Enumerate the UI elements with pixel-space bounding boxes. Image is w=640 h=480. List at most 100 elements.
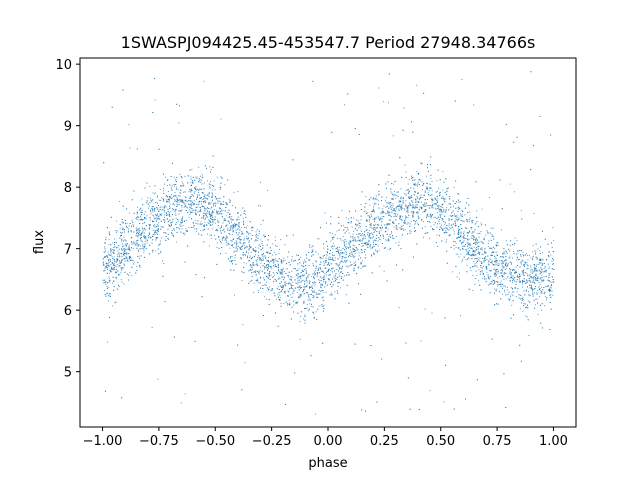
data-point: [225, 239, 227, 241]
data-point: [114, 230, 116, 232]
data-point: [154, 192, 156, 194]
data-point: [488, 261, 490, 263]
data-point: [476, 210, 478, 212]
data-point: [346, 260, 348, 261]
data-point: [449, 234, 451, 236]
data-point: [104, 267, 106, 269]
data-point: [219, 186, 221, 188]
data-point: [155, 237, 157, 239]
data-point: [341, 210, 343, 212]
data-point: [539, 284, 541, 286]
data-point: [379, 219, 381, 220]
data-point: [531, 269, 533, 270]
data-point: [505, 123, 507, 125]
data-point: [492, 251, 494, 252]
data-point: [345, 261, 347, 262]
data-point: [417, 222, 419, 224]
data-point: [539, 116, 541, 117]
data-point: [551, 290, 553, 292]
data-point: [317, 270, 319, 271]
data-point: [458, 208, 460, 210]
data-point: [304, 308, 306, 309]
data-point: [421, 220, 423, 221]
data-point: [108, 259, 109, 261]
data-point: [154, 210, 156, 212]
data-point: [535, 252, 536, 254]
data-point: [125, 248, 127, 250]
data-point: [412, 207, 414, 209]
data-point: [175, 222, 177, 224]
data-point: [527, 280, 529, 282]
data-point: [526, 264, 528, 266]
data-point: [509, 261, 511, 263]
data-point: [304, 315, 306, 317]
data-point: [150, 209, 152, 211]
data-point: [458, 230, 460, 232]
data-point: [536, 298, 538, 300]
data-point: [239, 249, 241, 250]
data-point: [497, 285, 499, 287]
data-point: [119, 254, 120, 256]
data-point: [413, 184, 415, 186]
data-point: [128, 253, 130, 255]
data-point: [274, 274, 276, 276]
data-point: [168, 224, 170, 226]
data-point: [175, 199, 177, 201]
data-point: [359, 233, 361, 235]
data-point: [522, 251, 524, 253]
data-point: [344, 275, 346, 277]
data-point: [322, 260, 324, 262]
data-point: [198, 190, 200, 191]
data-point: [237, 228, 239, 230]
data-point: [178, 195, 180, 196]
data-point: [112, 258, 114, 260]
data-point: [188, 216, 190, 218]
data-point: [478, 241, 480, 243]
data-point: [373, 244, 374, 246]
data-point: [229, 260, 231, 262]
data-point: [377, 200, 379, 202]
data-point: [165, 232, 167, 234]
data-point: [333, 236, 335, 238]
data-point: [474, 263, 476, 265]
data-point: [398, 223, 400, 225]
data-point: [368, 199, 370, 201]
data-point: [358, 225, 360, 227]
data-point: [519, 273, 521, 275]
data-point: [440, 224, 442, 226]
data-point: [365, 254, 367, 256]
data-point: [137, 230, 139, 232]
data-point: [435, 242, 437, 244]
data-point: [110, 263, 112, 265]
data-point: [167, 191, 169, 192]
data-point: [258, 205, 259, 207]
data-point: [439, 211, 441, 213]
data-point: [232, 224, 234, 226]
data-point: [547, 263, 549, 265]
data-point: [255, 246, 257, 248]
data-point: [331, 258, 333, 260]
data-point: [455, 218, 457, 220]
data-point: [126, 257, 128, 259]
data-point: [361, 249, 363, 251]
data-point: [393, 208, 395, 209]
data-point: [300, 311, 302, 313]
data-point: [212, 222, 214, 224]
data-point: [284, 259, 286, 261]
data-point: [302, 286, 304, 288]
data-point: [163, 232, 165, 234]
data-point: [522, 283, 523, 285]
data-point: [202, 216, 204, 218]
data-point: [163, 173, 164, 175]
data-point: [150, 199, 152, 201]
data-point: [208, 192, 210, 194]
data-point: [339, 256, 341, 258]
data-point: [361, 240, 363, 242]
data-point: [330, 292, 332, 294]
data-point: [236, 242, 238, 244]
data-point: [256, 259, 258, 261]
data-point: [160, 214, 162, 216]
data-point: [276, 298, 277, 300]
data-point: [352, 233, 354, 235]
data-point: [231, 225, 233, 227]
